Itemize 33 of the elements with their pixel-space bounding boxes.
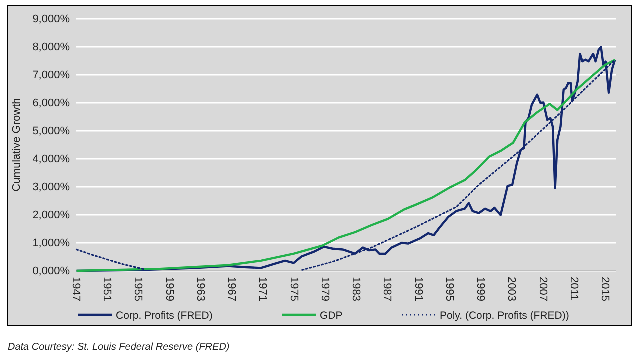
x-tick-label: 1995 <box>443 277 456 302</box>
legend-label: Corp. Profits (FRED) <box>116 310 213 322</box>
x-tick-label: 2011 <box>568 277 580 301</box>
x-tick-label: 1947 <box>70 277 82 302</box>
x-tick-label: 2003 <box>506 277 518 302</box>
y-tick-label: 3,000% <box>32 182 70 194</box>
y-tick-label: 4,000% <box>32 154 70 166</box>
x-tick-label: 1971 <box>256 277 269 302</box>
y-tick-label: 1,000% <box>32 238 70 250</box>
x-tick-label: 1999 <box>474 277 487 302</box>
y-tick-label: 7,000% <box>32 70 70 82</box>
y-tick-label: 5,000% <box>32 126 70 138</box>
y-tick-label: 0,000% <box>32 266 70 278</box>
x-tick-label: 2007 <box>536 277 549 302</box>
y-tick-label: 9,000% <box>32 14 70 26</box>
x-tick-label: 1983 <box>350 277 362 302</box>
x-tick-label: 1991 <box>412 277 424 302</box>
x-tick-label: 1955 <box>132 277 144 302</box>
x-tick-label: 1987 <box>381 277 394 302</box>
y-tick-label: 2,000% <box>32 210 70 222</box>
x-tick-label: 1959 <box>163 277 176 302</box>
x-tick-label: 1963 <box>194 277 206 302</box>
x-tick-label: 2015 <box>599 277 612 302</box>
x-tick-label: 1967 <box>226 277 238 302</box>
text: Data Courtesy: St. Louis Federal Reserve (FRED) <box>8 342 230 353</box>
x-tick-label: 1979 <box>318 277 331 302</box>
x-tick-label: 1951 <box>101 277 114 302</box>
legend-label: Poly. (Corp. Profits (FRED)) <box>440 310 570 322</box>
legend-label: GDP <box>320 310 343 322</box>
y-axis-title: Cumulative Growth <box>11 98 23 192</box>
y-tick-label: 8,000% <box>32 42 70 54</box>
x-tick-label: 1975 <box>288 277 300 302</box>
y-tick-label: 6,000% <box>32 98 70 110</box>
